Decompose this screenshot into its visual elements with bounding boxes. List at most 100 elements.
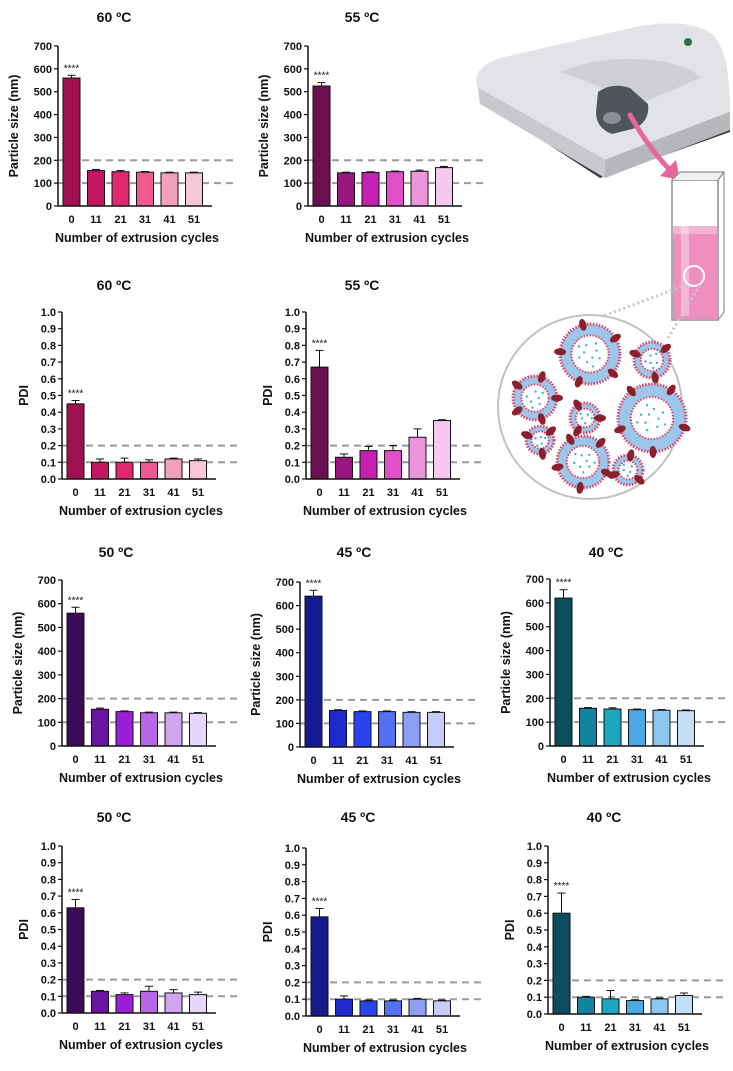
- y-tick-label: 0.9: [285, 860, 300, 872]
- y-tick-label: 0.5: [527, 925, 542, 937]
- chart-p2: 55 ºC 0 **** 11 21 31 41 51 0 100 200 300 400 500 600 7…: [257, 9, 484, 245]
- chart-title: 55 ºC: [345, 277, 380, 293]
- bar-31: [136, 171, 154, 207]
- bar-31: [140, 712, 158, 747]
- y-tick-label: 0.0: [285, 474, 300, 486]
- x-tick-label: 41: [167, 1021, 179, 1033]
- bar-11: [337, 172, 355, 207]
- x-tick-label: 11: [580, 1022, 592, 1034]
- x-axis-label: Number of extrusion cycles: [303, 504, 467, 518]
- bar-0: [312, 85, 331, 207]
- y-tick-label: 700: [38, 575, 56, 587]
- bar-11: [91, 461, 109, 480]
- bar-11: [91, 990, 109, 1014]
- x-tick-label: 41: [413, 214, 425, 226]
- chart-title: 40 ºC: [589, 544, 624, 560]
- x-tick-label: 51: [192, 487, 204, 499]
- x-tick-label: 21: [362, 487, 374, 499]
- bar-31: [386, 171, 404, 207]
- illustration: [476, 23, 730, 500]
- significance-label: ****: [314, 71, 330, 82]
- y-tick-label: 600: [526, 598, 544, 610]
- liposome: [551, 433, 613, 494]
- y-tick-label: 0: [50, 741, 56, 753]
- x-tick-label: 0: [310, 755, 316, 767]
- y-tick-label: 0.3: [285, 424, 300, 436]
- x-tick-label: 0: [72, 754, 78, 766]
- y-tick-label: 0.1: [285, 994, 300, 1006]
- y-tick-label: 500: [284, 87, 302, 99]
- y-tick-label: 300: [38, 670, 56, 682]
- x-tick-label: 0: [68, 214, 74, 226]
- bar-41: [164, 458, 183, 480]
- y-tick-label: 600: [38, 599, 56, 611]
- x-tick-label: 21: [118, 487, 130, 499]
- liposome: [521, 424, 556, 460]
- bar-31: [628, 709, 646, 747]
- x-axis-label: Number of extrusion cycles: [59, 771, 223, 785]
- bar-41: [164, 712, 183, 747]
- y-tick-label: 0.8: [285, 877, 300, 889]
- y-tick-label: 1.0: [41, 307, 56, 319]
- y-tick-label: 0.7: [41, 891, 56, 903]
- x-tick-label: 21: [114, 214, 126, 226]
- y-axis-label: PDI: [261, 922, 275, 943]
- bar-51: [189, 460, 207, 480]
- x-axis-label: Number of extrusion cycles: [55, 231, 219, 245]
- x-tick-label: 11: [94, 1021, 106, 1033]
- x-tick-label: 31: [143, 754, 155, 766]
- chart-title: 50 ºC: [99, 544, 134, 560]
- liposome: [608, 449, 645, 487]
- x-tick-label: 51: [188, 214, 200, 226]
- y-axis-label: Particle size (nm): [257, 75, 271, 178]
- x-tick-label: 11: [90, 214, 102, 226]
- y-tick-label: 400: [38, 646, 56, 658]
- chart-p9: 45 ºC 0 **** 11 21 31 41 51 0.0 0.1 0.2 0.3 0.4 0.5 0.…: [261, 809, 482, 1055]
- y-axis-label: PDI: [503, 920, 517, 941]
- x-tick-label: 51: [680, 754, 692, 766]
- x-tick-label: 31: [139, 214, 151, 226]
- bar-51: [189, 994, 207, 1014]
- y-axis-label: Particle size (nm): [11, 612, 25, 715]
- chart-p1: 60 ºC 0 **** 11 21 31 41 51 0 100 200 300 400 500 600 7…: [7, 9, 234, 245]
- x-tick-label: 11: [332, 755, 344, 767]
- x-tick-label: 51: [436, 1024, 448, 1036]
- y-tick-label: 600: [276, 601, 294, 613]
- y-tick-label: 200: [284, 155, 302, 167]
- y-tick-label: 700: [276, 577, 294, 589]
- x-tick-label: 41: [411, 487, 423, 499]
- y-tick-label: 1.0: [41, 841, 56, 853]
- bar-21: [115, 994, 134, 1014]
- bar-0: [310, 366, 329, 480]
- charts-layer: 60 ºC 0 **** 11 21 31 41 51 0 100 200 300 400 500 600 7…: [7, 9, 726, 1055]
- y-tick-label: 600: [34, 64, 52, 76]
- y-tick-label: 200: [38, 694, 56, 706]
- bar-0: [310, 916, 329, 1017]
- y-tick-label: 500: [526, 622, 544, 634]
- y-tick-label: 0.4: [285, 944, 301, 956]
- y-tick-label: 0.7: [41, 357, 56, 369]
- y-tick-label: 300: [526, 669, 544, 681]
- bar-11: [579, 707, 597, 747]
- bar-21: [361, 171, 380, 207]
- y-tick-label: 400: [284, 110, 302, 122]
- x-tick-label: 51: [192, 1021, 204, 1033]
- bar-51: [433, 420, 451, 480]
- x-tick-label: 31: [143, 487, 155, 499]
- y-tick-label: 0.8: [41, 340, 56, 352]
- bar-21: [359, 1000, 378, 1017]
- chart-p5: 50 ºC 0 **** 11 21 31 41 51 0 100 200 300 400 500 600 7…: [11, 544, 238, 785]
- x-tick-label: 21: [364, 214, 376, 226]
- bar-21: [353, 711, 372, 748]
- x-tick-label: 31: [387, 1024, 399, 1036]
- y-tick-label: 0.3: [527, 959, 542, 971]
- bar-0: [66, 403, 85, 480]
- x-tick-label: 21: [362, 1024, 374, 1036]
- liposome: [554, 318, 622, 388]
- y-tick-label: 700: [34, 41, 52, 53]
- x-tick-label: 0: [316, 487, 322, 499]
- bar-41: [408, 998, 427, 1017]
- y-tick-label: 0.4: [285, 407, 301, 419]
- bar-31: [378, 711, 396, 748]
- y-axis-label: Particle size (nm): [7, 75, 21, 178]
